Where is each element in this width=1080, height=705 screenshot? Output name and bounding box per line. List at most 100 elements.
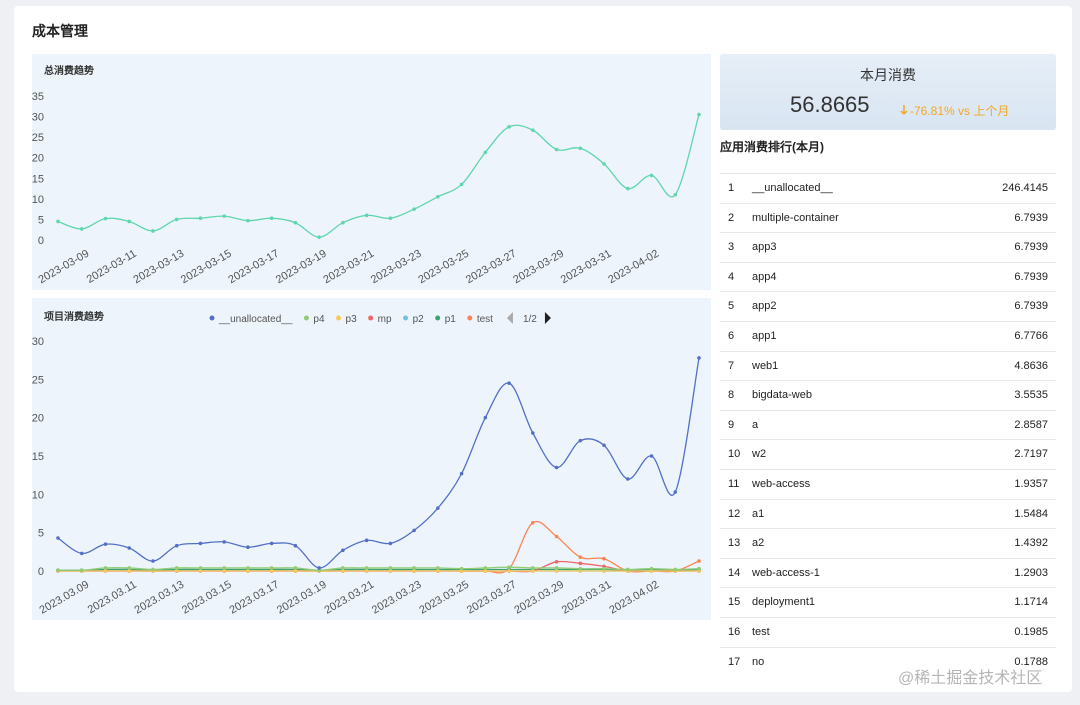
data-point <box>127 546 132 550</box>
app-name: w2 <box>752 448 767 461</box>
data-point <box>554 534 559 539</box>
data-point <box>554 465 559 470</box>
ranking-row: 11 web-access 1.9357 <box>720 469 1056 500</box>
ranking-title: 应用消费排行(本月) <box>720 140 824 154</box>
data-point <box>364 213 369 218</box>
rank: 10 <box>728 448 741 461</box>
chart: 项目消费趋势 0510152025302023.03.092023.03.112… <box>32 310 701 617</box>
data-point <box>222 214 226 218</box>
app-name: web-access <box>752 478 811 490</box>
summary-card: 本月消费 56.8665 -76.81% vs 上个月 <box>720 54 1056 130</box>
app-name: deployment1 <box>752 596 815 609</box>
y-tick-label: 20 <box>32 413 44 425</box>
ranking-row: 9 a 2.8587 <box>720 409 1056 441</box>
cost: 1.2903 <box>1014 566 1048 579</box>
x-tick-label: 2023.03.23 <box>370 579 424 617</box>
app-name: __unallocated__ <box>752 182 833 194</box>
data-point <box>174 569 179 573</box>
data-point <box>625 477 630 481</box>
series-line <box>57 566 700 572</box>
data-point <box>554 560 559 564</box>
data-point <box>79 227 84 231</box>
data-point <box>625 567 630 572</box>
data-point <box>103 566 108 570</box>
legend-label: p2 <box>413 314 425 325</box>
cost: 6.7939 <box>1014 300 1048 313</box>
data-point <box>531 128 535 132</box>
data-point <box>697 356 701 360</box>
data-point <box>578 146 583 151</box>
legend-prev <box>506 312 513 324</box>
data-point <box>79 568 84 573</box>
series-line <box>57 568 700 571</box>
summary-value: 56.8665 <box>790 92 870 117</box>
data-point <box>459 182 464 187</box>
app-name: a2 <box>752 537 765 550</box>
x-tick-label: 2023.03.17 <box>227 579 281 617</box>
y-tick-label: 15 <box>32 451 44 463</box>
ranking-row: 2 multiple-container 6.7939 <box>720 202 1056 234</box>
legend-swatch <box>368 315 374 321</box>
rank: 11 <box>728 478 740 490</box>
ranking-row: 16 test 0.1985 <box>720 617 1056 648</box>
x-tick-label: 2023.03.09 <box>38 579 92 617</box>
data-point <box>222 569 226 573</box>
data-point <box>578 438 583 443</box>
app-name: app2 <box>752 300 777 313</box>
data-point <box>198 569 203 573</box>
app-name: test <box>752 626 770 638</box>
cost: 6.7766 <box>1014 330 1048 342</box>
rank: 1 <box>728 182 735 194</box>
page-title: 成本管理 <box>32 23 88 39</box>
data-point <box>151 559 155 563</box>
app-name: app1 <box>752 330 777 342</box>
data-point <box>341 548 345 553</box>
data-point <box>436 506 440 510</box>
cost: 1.1714 <box>1014 596 1048 609</box>
x-tick-label: 2023-03-27 <box>464 248 519 287</box>
rank: 6 <box>728 330 735 342</box>
data-point <box>697 112 701 117</box>
data-point <box>246 218 250 223</box>
summary-title: 本月消费 <box>860 67 916 83</box>
ranking-row: 1 __unallocated__ 246.4145 <box>720 173 1056 204</box>
cost: 1.4392 <box>1014 537 1048 550</box>
x-tick-label: 2023.03.29 <box>512 579 566 617</box>
data-point <box>56 219 60 224</box>
data-point <box>531 520 535 525</box>
y-tick-label: 10 <box>32 194 44 206</box>
data-point <box>578 566 583 571</box>
data-point <box>412 569 416 573</box>
app-name: no <box>752 655 765 668</box>
y-tick-label: 30 <box>32 336 44 348</box>
app-name: web-access-1 <box>752 566 820 579</box>
cost: 2.8587 <box>1014 418 1048 431</box>
legend-page: 1/2 <box>523 314 537 325</box>
data-point <box>293 569 298 573</box>
rank: 2 <box>728 211 735 224</box>
data-point <box>531 566 535 570</box>
y-tick-label: 0 <box>38 566 44 578</box>
x-tick-label: 2023.03.25 <box>417 579 471 617</box>
rank: 16 <box>728 626 741 638</box>
data-point <box>79 551 84 556</box>
data-point <box>388 541 393 546</box>
data-point <box>459 566 464 571</box>
data-point <box>56 536 60 540</box>
data-point <box>436 566 440 570</box>
data-point <box>222 566 226 570</box>
legend-label: __unallocated__ <box>218 314 293 325</box>
summary-change: -76.81% vs 上个月 <box>910 104 1010 118</box>
data-point <box>602 556 606 561</box>
data-point <box>531 569 535 573</box>
data-point <box>625 186 630 191</box>
ranking-row: 12 a1 1.5484 <box>720 498 1056 530</box>
y-tick-label: 35 <box>32 91 44 103</box>
legend-next[interactable] <box>544 312 551 324</box>
data-point <box>269 566 274 570</box>
data-point <box>531 431 535 435</box>
data-point <box>103 216 108 221</box>
data-point <box>578 561 583 566</box>
data-point <box>151 567 155 572</box>
